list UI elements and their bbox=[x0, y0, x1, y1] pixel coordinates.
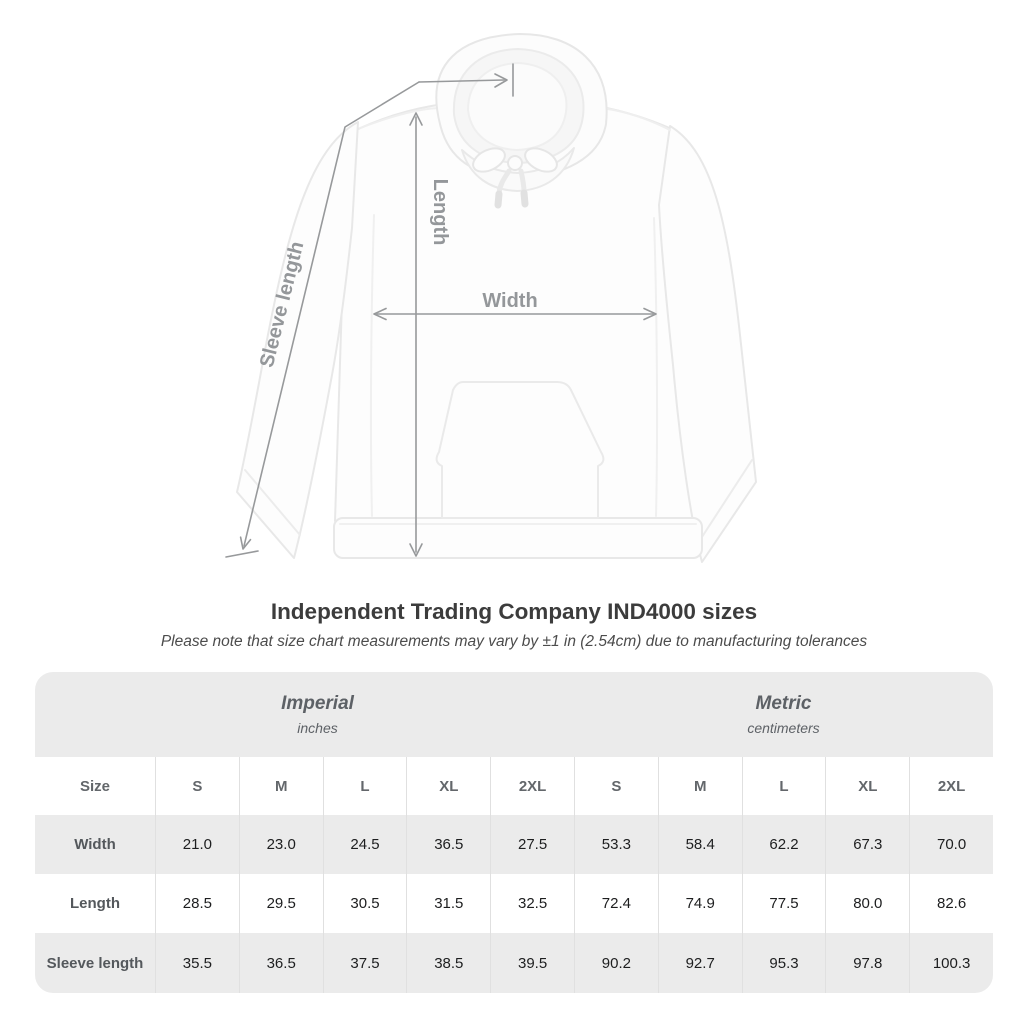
value-cell: 28.5 bbox=[155, 874, 239, 933]
sleeve-length-line bbox=[243, 81, 420, 547]
length-bottom-arrowhead bbox=[409, 543, 423, 557]
value-cell: 70.0 bbox=[909, 815, 993, 874]
col-header-imperial-m: M bbox=[238, 757, 323, 815]
metric-group-header: Metric centimeters bbox=[574, 672, 993, 757]
bow-left-loop bbox=[472, 147, 506, 173]
value-cell: 67.3 bbox=[825, 815, 910, 874]
sleeve-lead-line bbox=[418, 79, 505, 83]
imperial-group-header: Imperial inches bbox=[35, 672, 574, 757]
value-cell: 36.5 bbox=[406, 815, 491, 874]
col-header-imperial-xl: XL bbox=[406, 757, 490, 815]
value-cell: 77.5 bbox=[741, 874, 826, 933]
width-label: Width bbox=[482, 290, 537, 312]
imperial-label: Imperial bbox=[281, 693, 354, 714]
value-cell: 100.3 bbox=[909, 933, 993, 993]
page-title: Independent Trading Company IND4000 size… bbox=[270, 599, 758, 624]
metric-label: Metric bbox=[755, 693, 812, 714]
col-header-imperial-2xl: 2XL bbox=[490, 757, 574, 815]
value-cell: 32.5 bbox=[490, 874, 574, 933]
sleeve-length-arrowhead bbox=[239, 536, 252, 550]
col-header-metric-2xl: 2XL bbox=[909, 757, 993, 815]
width-left-arrowhead bbox=[373, 307, 387, 321]
value-cell: 53.3 bbox=[574, 815, 658, 874]
value-cell: 58.4 bbox=[657, 815, 742, 874]
measurement-annotations bbox=[225, 63, 657, 558]
right-body-seam bbox=[653, 217, 659, 517]
row-label-sleeve-length: Sleeve length bbox=[35, 933, 155, 993]
hoodie-measurement-diagram: Width Length Sleeve length bbox=[225, 33, 757, 563]
col-header-imperial-s: S bbox=[155, 757, 239, 815]
value-cell: 24.5 bbox=[322, 815, 407, 874]
metric-unit-label: centimeters bbox=[747, 720, 820, 736]
value-cell: 27.5 bbox=[490, 815, 574, 874]
value-cell: 21.0 bbox=[155, 815, 239, 874]
value-cell: 38.5 bbox=[406, 933, 491, 993]
sleeve-end-tick bbox=[225, 550, 259, 558]
drawstring-right bbox=[518, 168, 527, 195]
value-cell: 31.5 bbox=[406, 874, 490, 933]
col-header-metric-m: M bbox=[657, 757, 742, 815]
value-cell: 80.0 bbox=[825, 874, 909, 933]
value-cell: 30.5 bbox=[322, 874, 407, 933]
col-header-metric-xl: XL bbox=[825, 757, 909, 815]
hoodie-right-sleeve bbox=[658, 125, 757, 563]
width-right-arrowhead bbox=[643, 307, 657, 321]
col-header-metric-l: L bbox=[741, 757, 826, 815]
bow-right-loop bbox=[524, 147, 558, 173]
value-cell: 37.5 bbox=[322, 933, 407, 993]
row-label-width: Width bbox=[35, 815, 155, 874]
row-label-length: Length bbox=[70, 895, 120, 912]
value-cell: 39.5 bbox=[490, 933, 574, 993]
imperial-unit-label: inches bbox=[297, 720, 338, 736]
col-header-metric-s: S bbox=[574, 757, 658, 815]
value-cell: 23.0 bbox=[238, 815, 323, 874]
hood-drape bbox=[461, 147, 575, 192]
value-cell: 62.2 bbox=[741, 815, 826, 874]
kangaroo-pocket bbox=[435, 381, 605, 519]
length-label: Length bbox=[429, 179, 451, 246]
value-cell: 92.7 bbox=[657, 933, 742, 993]
drawstring-left-aglet bbox=[494, 190, 503, 209]
left-cuff-seam bbox=[244, 469, 301, 536]
drawstring-right-aglet bbox=[520, 189, 529, 208]
page-subtitle: Please note that size chart measurements… bbox=[160, 633, 868, 650]
hood-inner bbox=[467, 62, 568, 151]
right-cuff-seam bbox=[699, 459, 753, 541]
length-top-arrowhead bbox=[409, 112, 423, 126]
sleeve-lead-arrowhead bbox=[494, 73, 508, 88]
hoodie-illustration bbox=[236, 33, 757, 563]
value-cell: 35.5 bbox=[155, 933, 239, 993]
value-cell: 36.5 bbox=[238, 933, 323, 993]
value-cell: 82.6 bbox=[909, 874, 993, 933]
col-header-imperial-l: L bbox=[322, 757, 407, 815]
value-cell: 74.9 bbox=[657, 874, 742, 933]
bow-knot bbox=[507, 155, 523, 171]
value-cell: 95.3 bbox=[741, 933, 826, 993]
value-cell: 29.5 bbox=[238, 874, 323, 933]
size-column-header: Size bbox=[79, 777, 110, 795]
left-body-seam bbox=[369, 214, 375, 517]
size-chart-table: Imperial inches Metric centimeters Size … bbox=[35, 672, 993, 993]
value-cell: 97.8 bbox=[825, 933, 910, 993]
value-cell: 90.2 bbox=[574, 933, 658, 993]
value-cell: 72.4 bbox=[574, 874, 658, 933]
